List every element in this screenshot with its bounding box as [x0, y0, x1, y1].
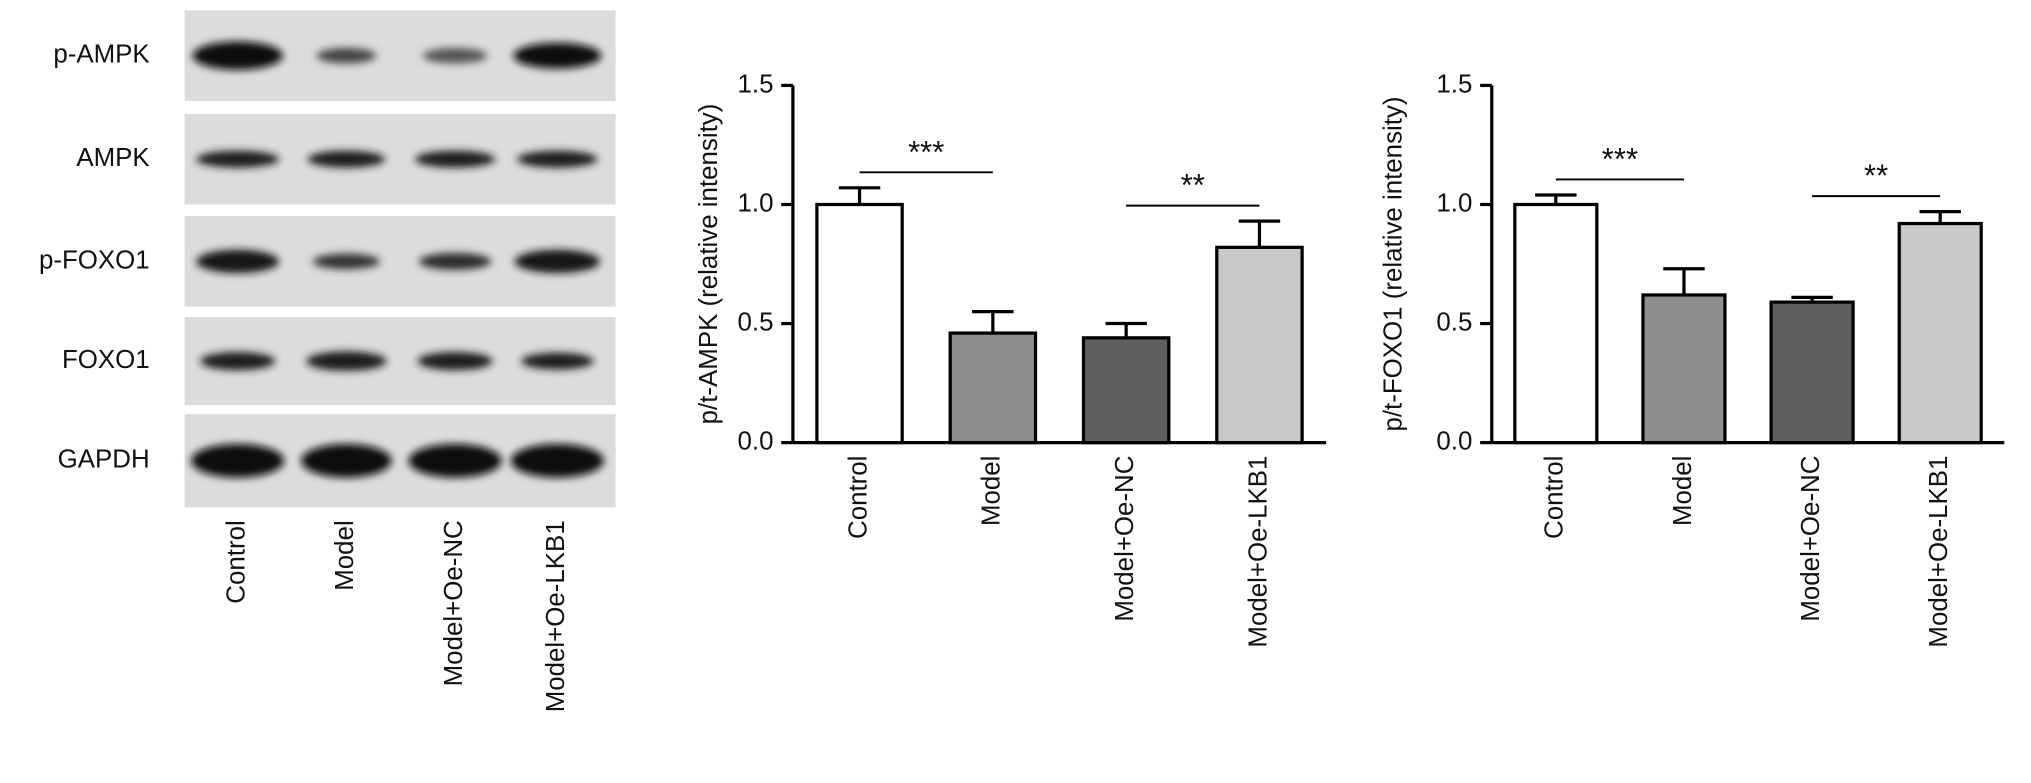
y-tick-label: 0.5 [1436, 308, 1472, 336]
bar [815, 202, 904, 445]
bar [1769, 300, 1855, 445]
bar-chart: 0.0 0.5 1.0 1.5 p/t-FOXO1 (relative intensit… [1380, 70, 2005, 648]
blot-lane-label: Model [331, 520, 359, 590]
bar [948, 331, 1038, 445]
band [517, 150, 598, 168]
y-tick-label: 0.5 [737, 308, 773, 336]
band [514, 249, 601, 274]
x-tick-label: Model+Oe-LKB1 [1244, 456, 1272, 648]
band [414, 150, 496, 168]
x-tick-label: Model+Oe-NC [1797, 456, 1825, 622]
blot-row-label: GAPDH [58, 446, 150, 474]
x-tick-label: Model+Oe-NC [1111, 456, 1139, 622]
x-tick-label: Control [1541, 456, 1569, 539]
significance-label: ** [1181, 168, 1205, 203]
band [408, 443, 502, 478]
blot-row-label: FOXO1 [62, 346, 150, 374]
y-tick-label: 0.0 [737, 427, 773, 455]
band [196, 150, 280, 168]
x-tick-label: Model [978, 456, 1006, 526]
bar [1513, 202, 1599, 445]
band [417, 352, 493, 371]
y-tick-label: 1.5 [737, 70, 773, 98]
band [306, 351, 387, 371]
band [422, 47, 488, 64]
blot-lane-label: Model+Oe-LKB1 [542, 520, 570, 712]
band [191, 443, 285, 478]
y-tick-label: 0.0 [1436, 427, 1472, 455]
band [418, 253, 492, 270]
band [196, 249, 280, 274]
y-axis-label: p/t-AMPK (relative intensity) [695, 104, 723, 425]
blot-row-label: p-FOXO1 [39, 246, 150, 274]
bar [1641, 293, 1727, 445]
significance-label: *** [908, 134, 944, 169]
band [301, 443, 392, 478]
band [312, 253, 381, 270]
bar [1897, 221, 1983, 445]
blot-row-label: AMPK [76, 144, 149, 172]
significance-label: ** [1864, 158, 1888, 193]
band [307, 150, 386, 168]
y-tick-label: 1.5 [1436, 70, 1472, 98]
significance-label: *** [1602, 142, 1638, 177]
blot-row-label: p-AMPK [53, 40, 149, 68]
y-tick-label: 1.0 [1436, 189, 1472, 217]
x-tick-label: Control [844, 456, 872, 539]
band [200, 352, 276, 371]
bar [1081, 336, 1171, 445]
band [510, 443, 604, 478]
bar-chart: 0.0 0.5 1.0 1.5 p/t-AMPK (relative intensity… [695, 70, 1327, 648]
blot-lane-label: Model+Oe-NC [440, 520, 468, 686]
band [513, 42, 602, 69]
x-tick-label: Model+Oe-LKB1 [1925, 456, 1953, 648]
bar [1215, 245, 1304, 445]
band [192, 41, 283, 70]
band [521, 352, 594, 370]
x-tick-label: Model [1669, 456, 1697, 526]
band [316, 47, 377, 64]
blot-lane-label: Control [223, 520, 251, 603]
y-axis-label: p/t-FOXO1 (relative intensity) [1380, 96, 1408, 431]
y-tick-label: 1.0 [737, 189, 773, 217]
